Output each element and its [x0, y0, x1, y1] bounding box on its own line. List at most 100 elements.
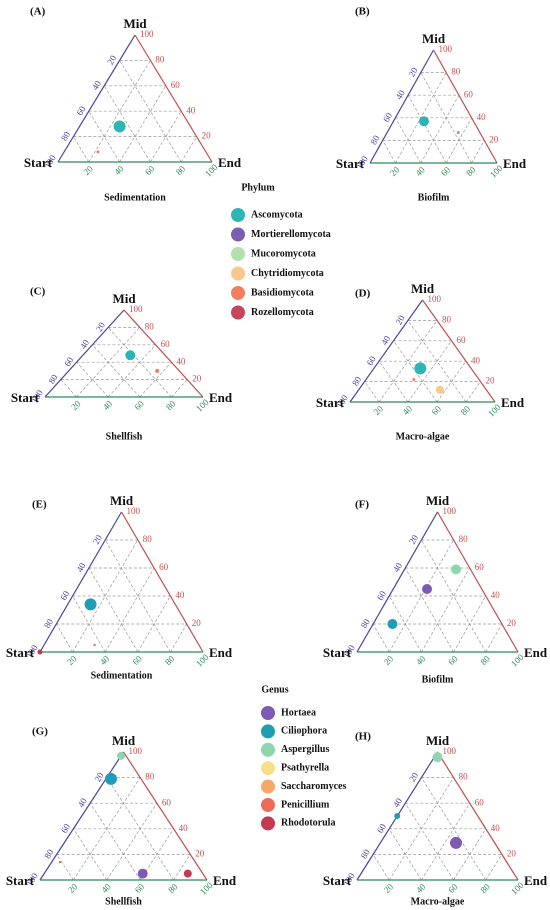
- mid-tick-label: 80: [442, 314, 452, 324]
- axis-mid: [432, 49, 498, 164]
- data-point: [183, 869, 192, 878]
- grid-line: [378, 360, 409, 403]
- grid-line: [388, 539, 454, 653]
- axis-label-end: End: [503, 156, 527, 171]
- mid-tick-label: 20: [195, 848, 205, 858]
- grid-line: [55, 623, 73, 653]
- grid-line: [76, 361, 109, 398]
- axis-label-start: Start: [323, 645, 352, 660]
- grid-line: [170, 623, 188, 653]
- data-point: [84, 598, 97, 611]
- grid-line: [103, 85, 151, 163]
- start-tick-label: 40: [394, 88, 407, 101]
- data-point: [432, 752, 443, 763]
- grid-line: [436, 360, 467, 403]
- axis-mid: [436, 511, 519, 653]
- axis-label-mid: Mid: [422, 31, 446, 46]
- end-tick-label: 40: [112, 163, 126, 177]
- grid-line: [445, 117, 472, 164]
- mid-tick-label: 100: [439, 44, 453, 54]
- mid-tick-label: 100: [443, 506, 457, 516]
- data-point: [450, 836, 463, 849]
- grid-line: [60, 379, 77, 398]
- mid-tick-label: 100: [129, 304, 143, 314]
- axis-start: [39, 751, 125, 881]
- legend-title: Genus: [261, 684, 288, 695]
- axis-label-start: Start: [6, 873, 35, 888]
- axis-label-start: Start: [323, 873, 352, 888]
- legend-swatch: [231, 286, 245, 300]
- legend-swatch: [261, 779, 275, 794]
- end-tick-label: 60: [446, 881, 460, 895]
- panel-title: Biofilm: [422, 674, 454, 685]
- mid-tick-label: 20: [507, 618, 517, 628]
- grid-line: [173, 854, 191, 881]
- data-point: [155, 368, 160, 373]
- legend-swatch: [231, 305, 245, 320]
- panel-label: (G): [32, 726, 48, 738]
- mid-tick-label: 40: [491, 823, 501, 833]
- legend-text: Saccharomyces: [281, 781, 346, 792]
- legend-text: Basidiomycota: [251, 287, 314, 298]
- legend-text: Ascomycota: [251, 209, 303, 220]
- data-point: [394, 813, 401, 819]
- panel-title: Biofilm: [418, 192, 450, 203]
- data-point: [125, 350, 136, 361]
- grid-line: [104, 539, 171, 653]
- grid-line: [73, 828, 108, 881]
- data-point: [451, 564, 462, 575]
- end-tick-label: 60: [130, 653, 144, 667]
- mid-tick-label: 80: [145, 772, 155, 782]
- grid-line: [56, 854, 74, 881]
- start-tick-label: 40: [75, 561, 88, 574]
- data-point: [58, 860, 62, 864]
- mid-tick-label: 60: [457, 335, 467, 345]
- mid-tick-label: 60: [475, 797, 485, 807]
- grid-line: [388, 595, 422, 653]
- start-tick-label: 80: [368, 133, 381, 146]
- panel-label: (E): [32, 499, 47, 511]
- end-tick-label: 40: [99, 881, 113, 895]
- data-point: [422, 584, 433, 594]
- grid-line: [180, 136, 197, 163]
- mid-tick-label: 80: [155, 54, 165, 64]
- grid-line: [485, 854, 503, 881]
- data-point: [116, 751, 125, 760]
- mid-tick-label: 60: [475, 562, 485, 572]
- legend-swatch: [231, 208, 245, 222]
- legend-swatch: [231, 266, 245, 281]
- grid-line: [171, 379, 188, 398]
- end-tick-label: 60: [430, 403, 444, 417]
- grid-line: [88, 567, 139, 653]
- axis-label-mid: Mid: [426, 733, 450, 748]
- data-point: [104, 772, 117, 785]
- end-tick-label: 80: [459, 403, 473, 417]
- end-tick-label: 60: [132, 398, 146, 412]
- legend-text: Aspergillus: [281, 744, 329, 755]
- mid-tick-label: 100: [443, 746, 457, 756]
- start-tick-label: 60: [381, 111, 394, 124]
- axis-mid: [422, 299, 496, 403]
- start-tick-label: 40: [391, 561, 404, 574]
- end-tick-label: 20: [372, 403, 386, 417]
- end-tick-label: 60: [446, 653, 460, 667]
- grid-line: [137, 595, 171, 653]
- axis-start: [369, 49, 435, 164]
- grid-line: [407, 95, 447, 164]
- axis-label-mid: Mid: [112, 733, 136, 748]
- mid-tick-label: 40: [471, 355, 481, 365]
- mid-tick-label: 100: [127, 506, 141, 516]
- axis-label-end: End: [209, 645, 233, 660]
- axis-mid: [134, 34, 213, 163]
- end-tick-label: 80: [166, 881, 180, 895]
- mid-tick-label: 80: [145, 321, 155, 331]
- mid-tick-label: 40: [176, 356, 186, 366]
- grid-line: [407, 340, 452, 403]
- grid-line: [364, 381, 380, 403]
- axis-start: [39, 511, 123, 653]
- data-point: [137, 868, 148, 879]
- grid-line: [72, 539, 139, 653]
- axis-label-mid: Mid: [411, 281, 435, 296]
- grid-line: [421, 803, 470, 881]
